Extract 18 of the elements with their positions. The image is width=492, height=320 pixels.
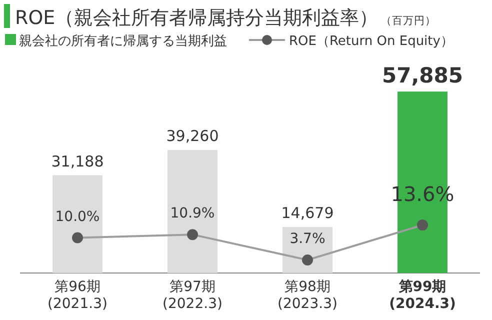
data-label: 10.0% <box>55 208 100 225</box>
data-label: 14,679 <box>281 204 334 222</box>
data-label: 10.9% <box>170 206 215 222</box>
x-tick-label: 第97期 (2022.3) <box>162 279 222 312</box>
data-label: 39,260 <box>166 126 219 145</box>
x-tick-label: 第96期 (2021.3) <box>48 279 108 312</box>
data-label: 3.7% <box>290 230 326 247</box>
x-tick-label: 第99期 (2024.3) <box>389 279 456 312</box>
legend-label: 親会社の所有者に帰属する当期利益 <box>19 34 227 49</box>
data-label: 31,188 <box>51 152 104 170</box>
legend-label: ROE（Return On Equity） <box>289 34 454 49</box>
bar <box>52 175 102 273</box>
bar <box>282 226 332 273</box>
bar <box>168 150 218 273</box>
x-tick-label: 第98期 (2023.3) <box>278 279 338 312</box>
text: （百万円） <box>381 15 436 27</box>
data-label: 57,885 <box>382 64 464 88</box>
chart-title: ROE（親会社所有者帰属持分当期利益率） <box>15 7 378 29</box>
